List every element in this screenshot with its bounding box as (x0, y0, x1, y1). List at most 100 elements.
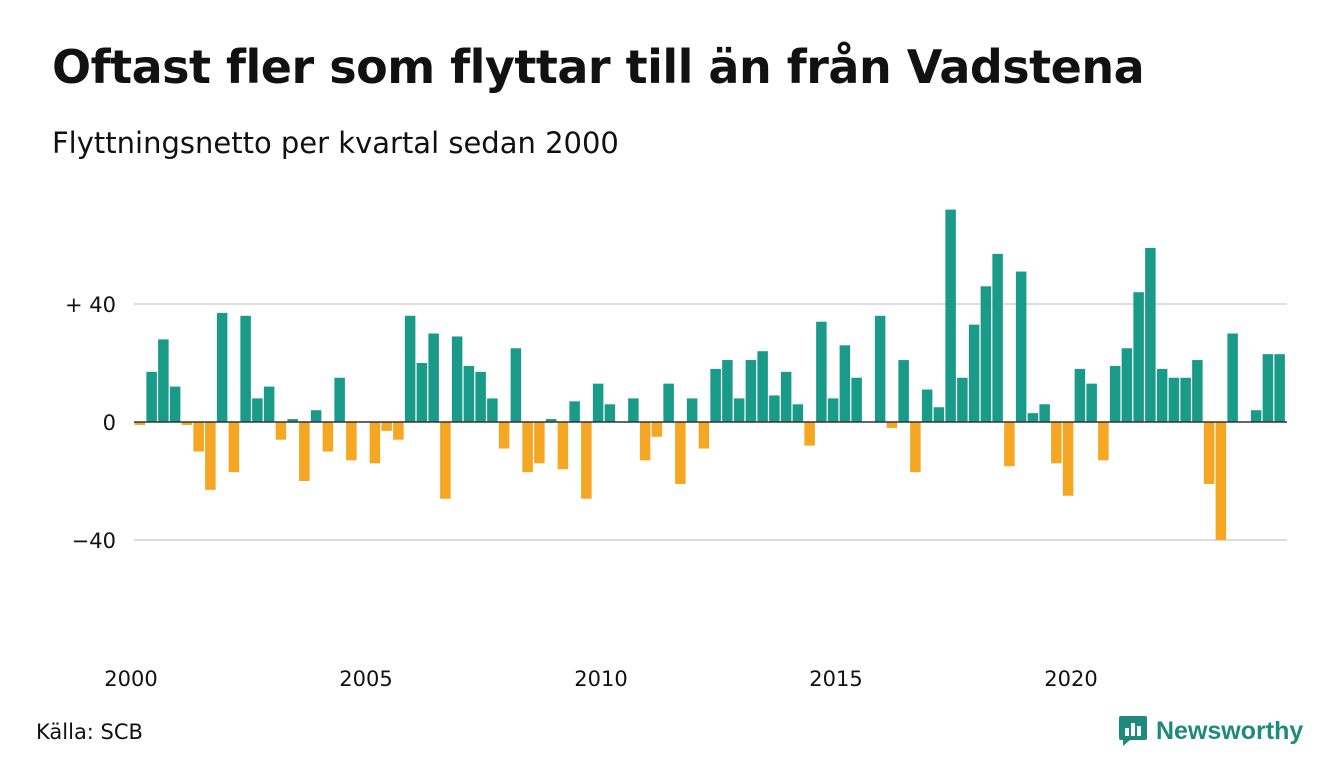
bar (205, 422, 216, 490)
x-tick-label: 2005 (339, 667, 392, 691)
bar (886, 422, 898, 428)
bar (451, 336, 463, 422)
bar (980, 286, 992, 422)
bar (1109, 365, 1121, 422)
bar (1133, 292, 1144, 422)
bar (240, 315, 251, 422)
bar (968, 324, 980, 422)
bar (310, 410, 322, 422)
bar (1121, 348, 1133, 422)
bar (698, 422, 710, 449)
bar (487, 398, 498, 422)
bar (404, 315, 416, 422)
bar (522, 422, 533, 473)
bar (1062, 422, 1074, 496)
x-tick-label: 2010 (574, 667, 627, 691)
bar (545, 419, 557, 422)
bar (992, 253, 1003, 422)
bar (745, 360, 757, 422)
bar (1015, 271, 1027, 422)
bar (1051, 422, 1062, 464)
bar (322, 422, 334, 452)
bar (639, 422, 651, 461)
bar (158, 339, 169, 422)
bar (1215, 422, 1227, 540)
bar (1262, 354, 1274, 422)
x-tick-label: 2000 (104, 667, 157, 691)
bar (263, 386, 275, 422)
bar (933, 407, 945, 422)
bar (804, 422, 815, 446)
bar (1004, 422, 1015, 467)
source-note: Källa: SCB (36, 720, 143, 744)
bar (898, 360, 909, 422)
bar (169, 386, 181, 422)
bar (1180, 377, 1191, 422)
bar (193, 422, 204, 452)
bar (1074, 368, 1086, 422)
bar (146, 371, 157, 422)
bar (710, 368, 721, 422)
bar (346, 422, 357, 461)
bar (581, 422, 592, 499)
bar (534, 422, 545, 464)
bar (299, 422, 310, 481)
chart-subtitle: Flyttningsnetto per kvartal sedan 2000 (52, 126, 619, 160)
bar (134, 422, 146, 425)
brand-name: Newsworthy (1156, 716, 1304, 745)
bar (780, 371, 792, 422)
bar (275, 422, 287, 440)
bar (428, 333, 439, 422)
chart-title: Oftast fler som flyttar till än från Vad… (52, 40, 1145, 94)
bar (393, 422, 404, 440)
bar (1274, 354, 1285, 422)
gridlines (134, 303, 1287, 541)
bar (839, 345, 851, 422)
bar (569, 401, 580, 422)
bar (1098, 422, 1109, 461)
bar (1168, 377, 1180, 422)
bar (722, 360, 733, 422)
bar (463, 365, 475, 422)
bar (651, 422, 663, 437)
bar (1145, 247, 1156, 422)
bar (475, 371, 486, 422)
bar (592, 383, 604, 422)
brand-logo: Newsworthy (1118, 714, 1303, 748)
bar (686, 398, 698, 422)
y-tick-label: + 40 (65, 293, 116, 317)
bar (945, 209, 956, 422)
bar (228, 422, 240, 473)
bar (733, 398, 745, 422)
bar (1203, 422, 1215, 484)
bar (757, 351, 768, 422)
bar (381, 422, 392, 431)
y-axis-tick-labels: + 40 0 −40 (65, 293, 116, 553)
x-tick-label: 2020 (1044, 667, 1097, 691)
bar (440, 422, 451, 499)
bar (957, 377, 968, 422)
bar (416, 363, 428, 422)
y-tick-label: 0 (103, 411, 116, 435)
bar (1156, 368, 1168, 422)
bar (874, 315, 886, 422)
bar (792, 404, 804, 422)
bar (769, 395, 780, 422)
bar (252, 398, 263, 422)
bar (1086, 383, 1097, 422)
x-tick-label: 2015 (809, 667, 862, 691)
y-tick-label: −40 (72, 529, 116, 553)
bar (1039, 404, 1050, 422)
bar (827, 398, 839, 422)
bar (1027, 413, 1039, 422)
bar (334, 377, 345, 422)
bar (604, 404, 616, 422)
bar (628, 398, 639, 422)
bar (1227, 333, 1238, 422)
bar (921, 389, 933, 422)
bar (816, 321, 827, 422)
bar (181, 422, 193, 425)
bar (510, 348, 522, 422)
bar (675, 422, 686, 484)
bars (134, 209, 1285, 540)
